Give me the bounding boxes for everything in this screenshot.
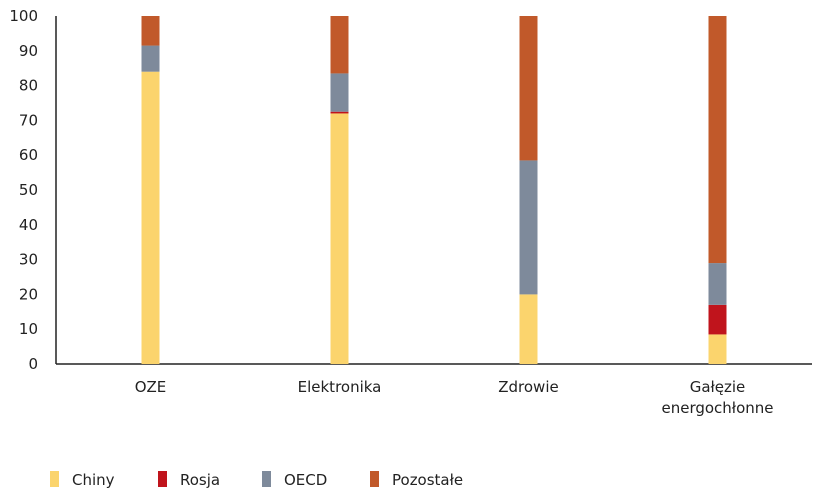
category-label: Elektronika: [298, 378, 382, 396]
bar-segment-chiny: [141, 71, 160, 365]
legend-swatch-rosja: [158, 471, 167, 487]
y-tick-label: 100: [9, 7, 38, 25]
bar-segment-chiny: [519, 294, 538, 364]
category-labels: OZE Elektronika Zdrowie Gałęzie energochłonn…: [135, 378, 774, 417]
y-tick-label: 80: [19, 77, 38, 95]
y-tick-label: 60: [19, 146, 38, 164]
y-tick-label: 30: [19, 251, 38, 269]
bar-segment-chiny: [330, 113, 349, 364]
bar-segment-pozostałe: [708, 16, 727, 264]
y-tick-labels: 0 10 20 30 40 50 60 70 80 90 100: [9, 7, 38, 373]
chart-legend: Chiny Rosja OECD Pozostałe: [50, 471, 463, 489]
chart-bars: [141, 16, 727, 365]
y-tick-label: 50: [19, 181, 38, 199]
y-tick-label: 40: [19, 216, 38, 234]
bar-segment-chiny: [708, 334, 727, 364]
category-label: Zdrowie: [498, 378, 558, 396]
bar-segment-oecd: [330, 73, 349, 112]
legend-label: OECD: [284, 471, 327, 489]
bar-segment-oecd: [519, 160, 538, 295]
legend-swatch-oecd: [262, 471, 271, 487]
category-label: Gałęzie: [690, 378, 746, 396]
category-label: OZE: [135, 378, 167, 396]
legend-label: Pozostałe: [392, 471, 463, 489]
y-tick-label: 20: [19, 285, 38, 303]
y-tick-label: 90: [19, 42, 38, 60]
bar-segment-pozostałe: [519, 16, 538, 161]
bar-segment-oecd: [708, 263, 727, 305]
legend-swatch-chiny: [50, 471, 59, 487]
legend-label: Chiny: [72, 471, 115, 489]
bar-segment-rosja: [708, 304, 727, 335]
chart-axes: [55, 16, 812, 365]
y-tick-label: 10: [19, 320, 38, 338]
legend-label: Rosja: [180, 471, 220, 489]
y-tick-label: 0: [28, 355, 38, 373]
legend-swatch-pozostałe: [370, 471, 379, 487]
bar-segment-rosja: [330, 111, 349, 114]
bar-segment-pozostałe: [141, 16, 160, 46]
category-label: energochłonne: [661, 399, 773, 417]
y-tick-label: 70: [19, 111, 38, 129]
bar-segment-oecd: [141, 45, 160, 72]
bar-segment-pozostałe: [330, 16, 349, 74]
